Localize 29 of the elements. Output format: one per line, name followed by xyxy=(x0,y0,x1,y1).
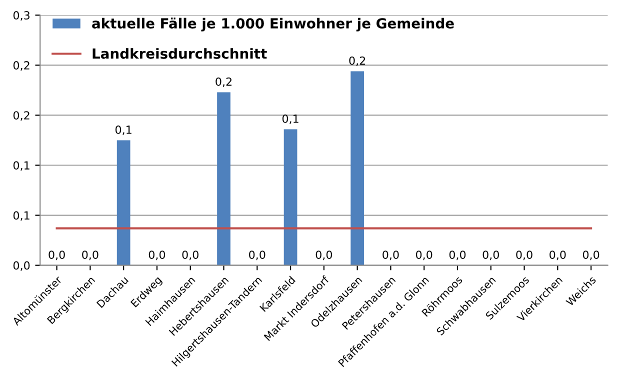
data-label: 0,0 xyxy=(148,250,166,260)
data-label: 0,2 xyxy=(216,77,232,88)
data-label: 0,0 xyxy=(182,250,198,260)
y-tick-label: 0,2 xyxy=(13,61,30,71)
bar xyxy=(284,129,298,266)
bar xyxy=(116,140,130,266)
data-label: 0,1 xyxy=(115,126,132,136)
y-tick-label: 0,1 xyxy=(13,161,30,171)
data-label: 0,0 xyxy=(516,250,532,260)
data-label: 0,2 xyxy=(349,56,366,66)
data-label: 0,0 xyxy=(249,250,266,260)
data-label: 0,0 xyxy=(382,250,399,260)
data-label: 0,0 xyxy=(449,250,466,260)
data-label: 0,0 xyxy=(82,250,98,260)
data-label: 0,0 xyxy=(550,250,566,260)
y-tick-label: 0,2 xyxy=(13,111,30,121)
data-label: 0,1 xyxy=(282,114,298,124)
data-label: 0,0 xyxy=(582,250,600,260)
y-tick-label: 0,3 xyxy=(13,11,30,21)
y-tick-label: 0,0 xyxy=(13,261,30,271)
data-label: 0,0 xyxy=(48,250,65,260)
y-tick-label: 0,1 xyxy=(13,211,30,221)
data-label: 0,0 xyxy=(316,250,332,260)
legend-label: Landkreisdurchschnitt xyxy=(92,48,267,59)
bar xyxy=(350,71,364,266)
bar xyxy=(217,92,230,266)
data-label: 0,0 xyxy=(482,250,499,260)
data-label: 0,0 xyxy=(416,250,432,260)
legend-label: aktuelle Fälle je 1.000 Einwohner je Gemeinde xyxy=(92,18,454,32)
